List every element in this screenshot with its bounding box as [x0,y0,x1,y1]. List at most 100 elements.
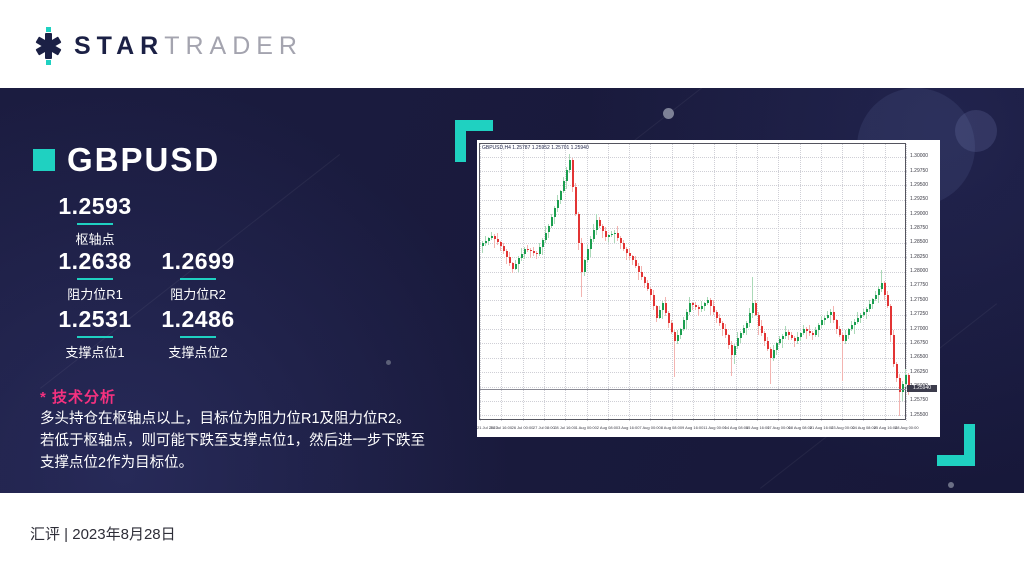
candle-wick [497,233,498,246]
price-tick: 1.26750 [910,339,929,346]
candle [826,314,829,318]
candle [904,375,907,384]
symbol-title: GBPUSD [67,141,221,178]
candle [814,330,817,335]
time-tick: 9 Aug 16:00 [682,425,704,430]
grid-line-vertical [906,144,907,421]
candle [685,311,688,321]
candle [562,180,565,192]
candle [610,234,613,236]
time-tick: 21 Aug 16:00 [809,425,834,430]
candle-wick [614,230,615,243]
time-tick: 28 Jul 16:00 [554,425,576,430]
candle-wick [782,333,783,348]
price-tick: 1.27750 [910,282,929,289]
analysis-line: 支撑点位2作为目标位。 [40,455,194,471]
teal-underline [180,336,216,338]
grid-line-vertical [607,144,609,421]
candle [646,283,649,289]
candle [724,329,727,335]
header: STARTRADER [0,0,1024,88]
candle [850,325,853,330]
candle [622,243,625,249]
support-2-label: 支撑点位2 [168,345,228,360]
candle-wick [824,316,825,326]
price-tick: 1.30000 [910,153,929,160]
candle [796,336,799,341]
candle [589,238,592,249]
candle-wick [812,331,813,340]
candle [580,242,583,272]
candle-wick [692,301,693,311]
candle [748,312,751,324]
support-2-value: 1.2486 [161,306,235,332]
candle [673,331,676,341]
time-tick: 25 Aug 16:00 [873,425,898,430]
logo-wordmark: STARTRADER [74,32,303,61]
candle [907,375,910,390]
grid-line-vertical [565,144,567,421]
candle [514,263,517,269]
chart-title: GBPUSD,H4 1.25787 1.25952 1.25701 1.2594… [482,145,589,151]
candle [583,260,586,272]
grid-line-vertical [501,144,503,421]
candle [481,242,484,246]
price-tick: 1.28250 [910,253,929,260]
candle [751,303,754,313]
grid-line-vertical [756,144,758,421]
candle [844,334,847,341]
price-tick: 1.28000 [910,268,929,275]
grid-line-vertical [820,144,822,421]
grid-line-vertical [480,144,481,421]
candle [508,257,511,263]
footer-date: 汇评 | 2023年8月28日 [30,526,176,543]
candle [547,225,550,233]
price-tick: 1.28750 [910,224,929,231]
candle [607,235,610,238]
candle-wick [866,306,867,319]
star-logo-icon [30,26,64,66]
candle-wick [536,251,537,259]
candle [790,334,793,338]
teal-square-icon [33,149,55,171]
candle-wick [710,297,711,315]
time-tick: 1 Aug 00:00 [575,425,597,430]
price-tick: 1.27500 [910,296,929,303]
candle-wick [854,319,855,334]
teal-underline [77,278,113,280]
support-2-level: 1.2486 支撑点位2 [142,306,254,361]
candle [721,323,724,330]
resistance-2-level: 1.2699 阻力位R2 [142,248,254,303]
time-tick: 21 Jul 2023 [477,425,498,430]
candle [526,248,529,250]
time-tick: 14 Aug 08:00 [724,425,749,430]
candle [763,333,766,341]
price-tick: 1.29000 [910,210,929,217]
candle [502,245,505,252]
candle [742,327,745,334]
candle [616,232,619,238]
candle [718,317,721,324]
candle [538,246,541,255]
candle [703,303,706,307]
decor-planet [955,110,997,152]
candle-wick [611,230,612,238]
candle [649,288,652,295]
candle [871,299,874,305]
candle [544,232,547,240]
grid-line-vertical [714,144,716,421]
candle [523,248,526,254]
candle [865,308,868,312]
candle [601,225,604,232]
resistance-2-label: 阻力位R2 [170,287,226,302]
candle [628,252,631,257]
candle-wick [788,330,789,340]
candle [841,334,844,341]
candle [883,283,886,295]
candle [637,265,640,272]
candle [679,329,682,335]
candle [811,333,814,335]
candle-wick [698,305,699,316]
candle [631,256,634,261]
candle [868,304,871,309]
